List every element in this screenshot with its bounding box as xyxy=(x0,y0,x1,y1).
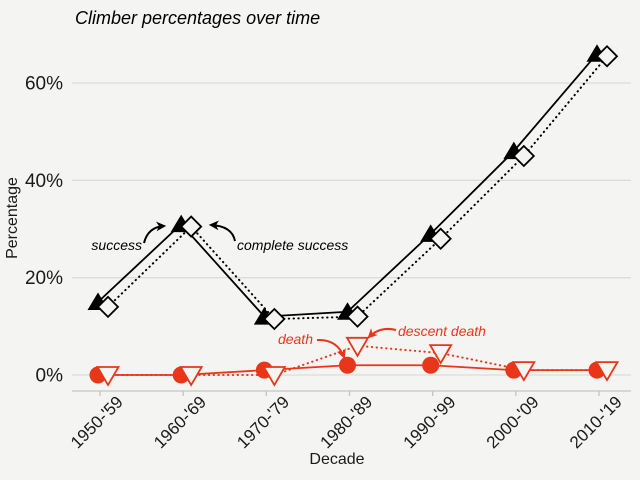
complete-success-marker xyxy=(263,307,286,331)
x-tick-label: 1990-'99 xyxy=(400,392,460,452)
success-annotation-arrow xyxy=(143,221,167,244)
x-tick-label: 1980-'89 xyxy=(316,392,376,452)
descent-death-annotation-arrow xyxy=(367,327,397,339)
x-tick-label: 1950-'59 xyxy=(67,392,127,452)
descent-death-annotation-label: descent death xyxy=(398,323,486,339)
complete-success-marker xyxy=(96,295,120,319)
y-tick-label: 0% xyxy=(36,366,64,387)
descent-death-marker xyxy=(594,361,620,382)
death-marker xyxy=(422,356,440,374)
death-marker xyxy=(339,356,357,374)
complete-success-marker xyxy=(346,305,369,328)
complete-success-line xyxy=(107,55,609,321)
annotation-layer: success complete success death descent d… xyxy=(91,220,486,360)
y-tick-label: 20% xyxy=(25,268,63,289)
x-tick-label: 2000-'09 xyxy=(483,392,543,452)
x-axis-title: Decade xyxy=(309,451,364,468)
descent-death-marker xyxy=(511,361,536,382)
descent-death-marker xyxy=(262,366,287,387)
x-tick-label: 1960-'69 xyxy=(150,392,210,452)
complete-success-annotation-arrow xyxy=(208,220,236,242)
complete-success-marker xyxy=(595,44,619,68)
complete-success-marker xyxy=(179,215,203,238)
descent-death-marker xyxy=(179,366,204,387)
complete-success-annotation-label: complete success xyxy=(237,237,348,253)
descent-death-marker xyxy=(95,366,121,387)
y-axis-title: Percentage xyxy=(4,177,21,259)
descent-death-marker xyxy=(345,336,370,358)
death-annotation-arrow xyxy=(316,338,346,360)
complete-success-marker xyxy=(429,227,452,251)
death-annotation-label: death xyxy=(278,331,313,347)
chart-title: Climber percentages over time xyxy=(75,8,320,28)
x-tick-label: 2010-'19 xyxy=(566,392,626,452)
descent-death-marker xyxy=(428,344,453,365)
complete-success-marker xyxy=(512,144,536,168)
y-tick-label: 60% xyxy=(25,73,63,94)
x-tick-label: 1970-'79 xyxy=(233,392,293,452)
y-tick-label: 40% xyxy=(25,171,63,192)
success-annotation-label: success xyxy=(91,237,142,253)
